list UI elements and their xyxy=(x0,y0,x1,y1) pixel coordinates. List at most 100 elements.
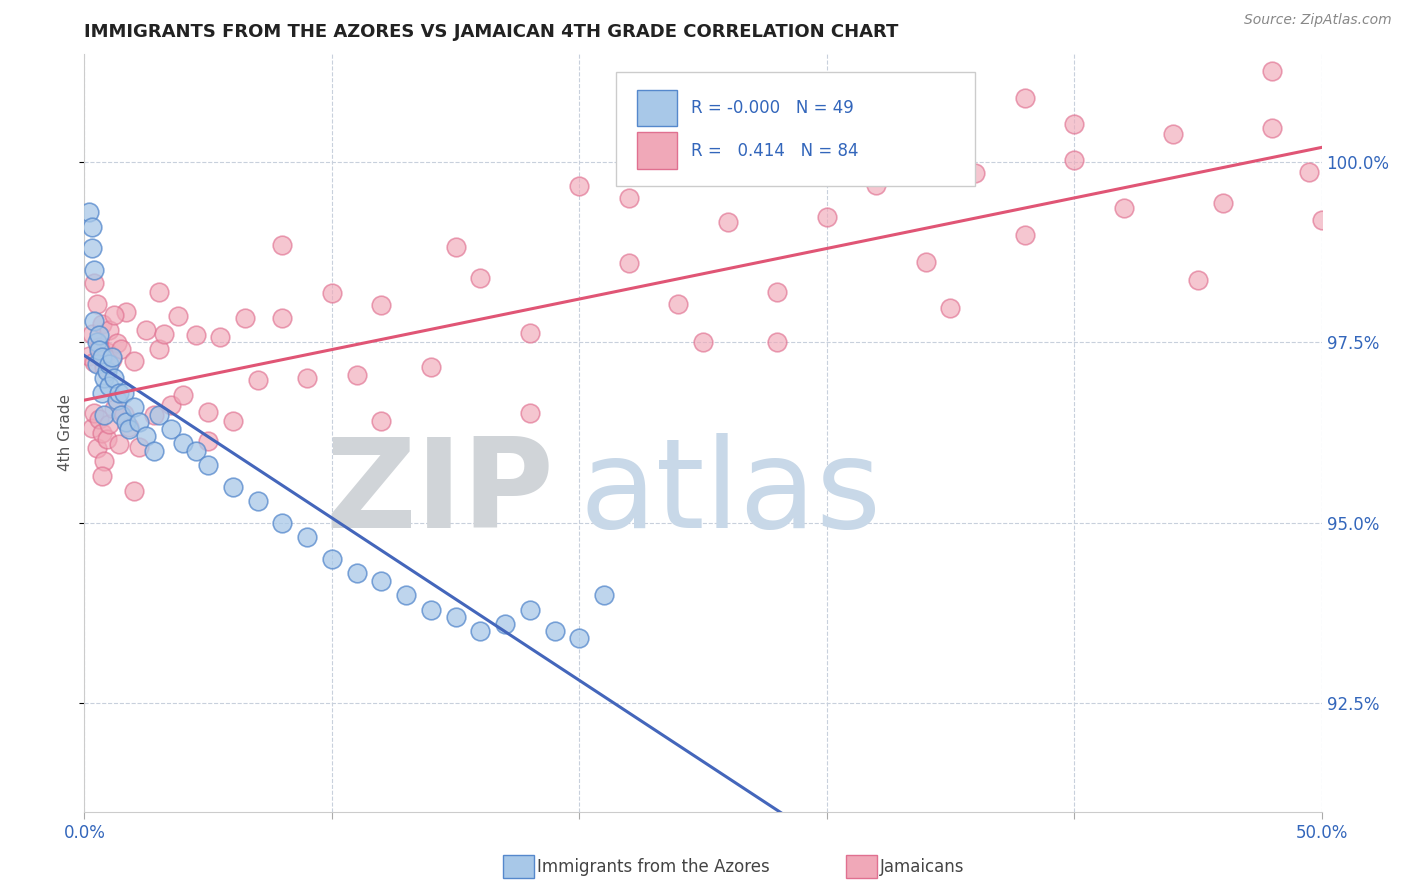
Point xyxy=(568,179,591,194)
Point xyxy=(86,297,108,311)
Point xyxy=(1310,212,1333,227)
Point xyxy=(98,357,121,371)
Point xyxy=(1261,121,1284,136)
Point xyxy=(395,588,418,602)
Point xyxy=(172,436,194,450)
Point xyxy=(246,373,269,387)
Point xyxy=(1212,196,1234,211)
Point xyxy=(815,130,838,145)
Point xyxy=(160,398,183,412)
Point xyxy=(321,552,343,566)
Point xyxy=(105,393,128,408)
Point xyxy=(93,408,115,422)
Point xyxy=(197,405,219,419)
Point xyxy=(865,178,887,193)
Point xyxy=(321,286,343,301)
Point xyxy=(89,343,111,357)
Point xyxy=(83,406,105,420)
Point xyxy=(1298,164,1320,178)
Point xyxy=(593,588,616,602)
Point xyxy=(965,166,987,180)
Point xyxy=(222,480,245,494)
Point xyxy=(1261,63,1284,78)
Point xyxy=(1112,202,1135,216)
Point xyxy=(89,340,111,354)
Point xyxy=(1063,117,1085,131)
Point xyxy=(135,323,157,337)
Point xyxy=(90,318,112,332)
Point xyxy=(222,414,245,428)
Point xyxy=(470,271,492,285)
Text: Jamaicans: Jamaicans xyxy=(880,858,965,876)
Point xyxy=(103,308,125,322)
Text: Immigrants from the Azores: Immigrants from the Azores xyxy=(537,858,770,876)
Point xyxy=(519,602,541,616)
Point xyxy=(98,417,121,431)
Text: ZIP: ZIP xyxy=(326,433,554,554)
Point xyxy=(103,371,125,385)
Point xyxy=(98,378,121,392)
FancyBboxPatch shape xyxy=(616,72,976,186)
Point xyxy=(112,385,135,400)
Point xyxy=(118,422,141,436)
Point xyxy=(295,530,318,544)
Point xyxy=(122,354,145,368)
Point xyxy=(692,335,714,350)
Point xyxy=(419,360,441,375)
Point xyxy=(110,408,132,422)
Text: Source: ZipAtlas.com: Source: ZipAtlas.com xyxy=(1244,13,1392,28)
Point xyxy=(470,624,492,639)
Point xyxy=(100,350,122,364)
Point xyxy=(79,349,101,363)
Point xyxy=(494,617,516,632)
Y-axis label: 4th Grade: 4th Grade xyxy=(58,394,73,471)
Point xyxy=(1187,273,1209,287)
Point xyxy=(86,357,108,371)
Point xyxy=(89,412,111,426)
Point xyxy=(86,335,108,350)
Point xyxy=(815,210,838,224)
Point xyxy=(370,414,392,428)
Point xyxy=(100,351,122,366)
Point xyxy=(80,242,103,256)
Point xyxy=(197,458,219,472)
Point xyxy=(80,326,103,341)
Point xyxy=(83,314,105,328)
Point xyxy=(83,263,105,277)
Point xyxy=(122,484,145,499)
Point xyxy=(86,441,108,455)
Point xyxy=(98,323,121,337)
Point xyxy=(90,350,112,364)
Point xyxy=(93,360,115,375)
Text: R =   0.414   N = 84: R = 0.414 N = 84 xyxy=(690,142,858,160)
Point xyxy=(90,425,112,440)
Point xyxy=(939,301,962,315)
Point xyxy=(346,368,368,382)
Point xyxy=(115,415,138,429)
Point xyxy=(105,336,128,351)
Point xyxy=(444,609,467,624)
Point xyxy=(110,343,132,357)
Bar xyxy=(637,90,678,127)
Point xyxy=(914,255,936,269)
Text: IMMIGRANTS FROM THE AZORES VS JAMAICAN 4TH GRADE CORRELATION CHART: IMMIGRANTS FROM THE AZORES VS JAMAICAN 4… xyxy=(84,23,898,41)
Point xyxy=(519,406,541,420)
Point xyxy=(96,345,118,359)
Point xyxy=(766,285,789,299)
Point xyxy=(666,297,689,311)
Point xyxy=(108,437,131,451)
Point xyxy=(370,298,392,312)
Point xyxy=(79,205,101,219)
Point xyxy=(717,215,740,229)
Point xyxy=(83,276,105,290)
Point xyxy=(112,407,135,421)
Point xyxy=(346,566,368,581)
Point xyxy=(83,355,105,369)
Point xyxy=(617,191,640,205)
Point xyxy=(142,409,165,423)
Point xyxy=(209,330,232,344)
Point xyxy=(90,385,112,400)
Point xyxy=(543,624,565,639)
Point xyxy=(271,238,294,252)
Point xyxy=(142,443,165,458)
